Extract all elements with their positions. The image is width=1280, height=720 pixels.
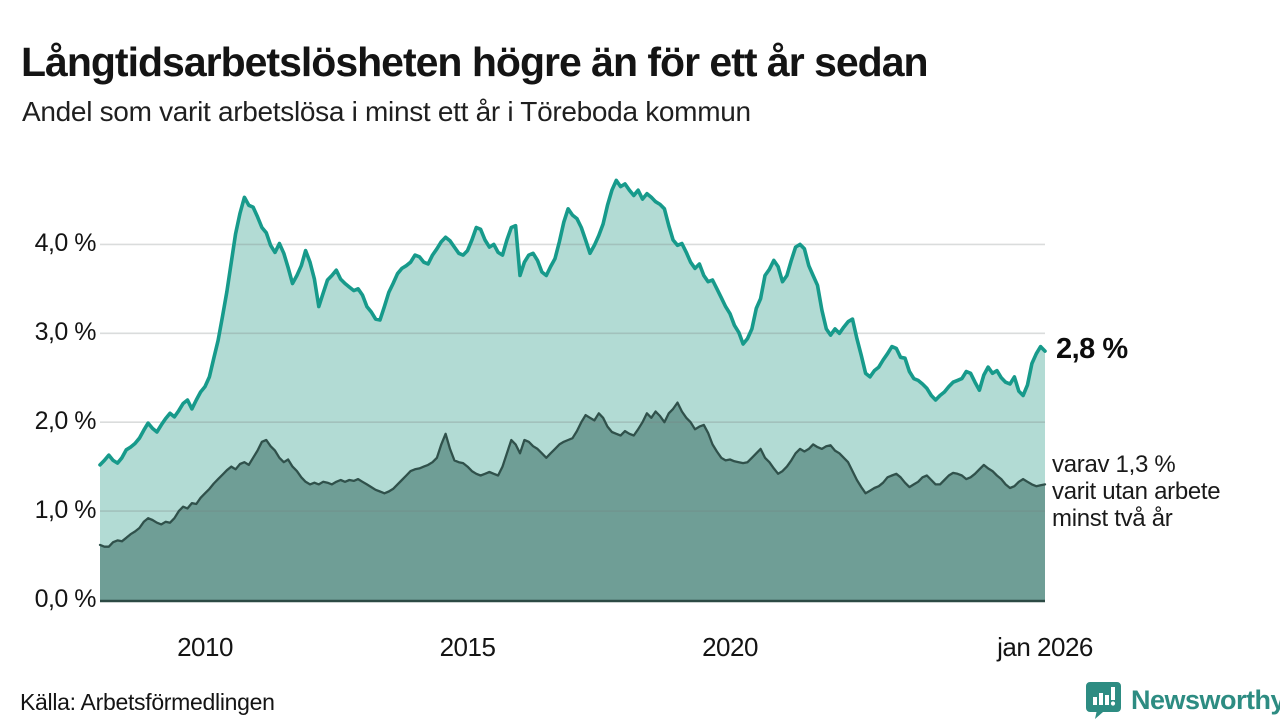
chart-subtitle: Andel som varit arbetslösa i minst ett å…: [22, 96, 751, 127]
x-tick-label-3: jan 2026: [997, 632, 1093, 662]
y-tick-label-2: 2,0 %: [34, 407, 97, 436]
x-tick-label-1: 2015: [439, 632, 496, 662]
y-tick-label-0: 0,0 %: [34, 585, 97, 613]
y-tick-label-3: 3,0 %: [34, 318, 97, 347]
secondary-annotation-line1: varav 1,3 %: [1052, 451, 1176, 478]
source-credit: Källa: Arbetsförmedlingen: [20, 689, 275, 715]
series1-line: [98, 178, 1047, 467]
secondary-series-annotation: varav 1,3 % varit utan arbete minst två …: [1052, 451, 1221, 532]
x-tick-label-2: 2020: [702, 632, 758, 662]
brand-name: Newsworthy: [1131, 684, 1280, 715]
end-value-label: 2,8 %: [1056, 333, 1128, 365]
series2-area: [100, 402, 1045, 600]
y-tick-label-1: 1,0 %: [34, 496, 97, 525]
series2-line: [98, 401, 1047, 548]
brand-footer: Newsworthy: [1085, 681, 1280, 719]
y-tick-label-4: 4,0 %: [34, 229, 97, 258]
secondary-annotation-line2: varit utan arbete: [1052, 478, 1221, 505]
secondary-annotation-line3: minst två år: [1052, 505, 1173, 532]
x-tick-label-0: 2010: [177, 632, 233, 662]
newsworthy-logo-icon: [1086, 682, 1121, 719]
page-title: Långtidsarbetslösheten högre än för ett …: [21, 39, 929, 86]
